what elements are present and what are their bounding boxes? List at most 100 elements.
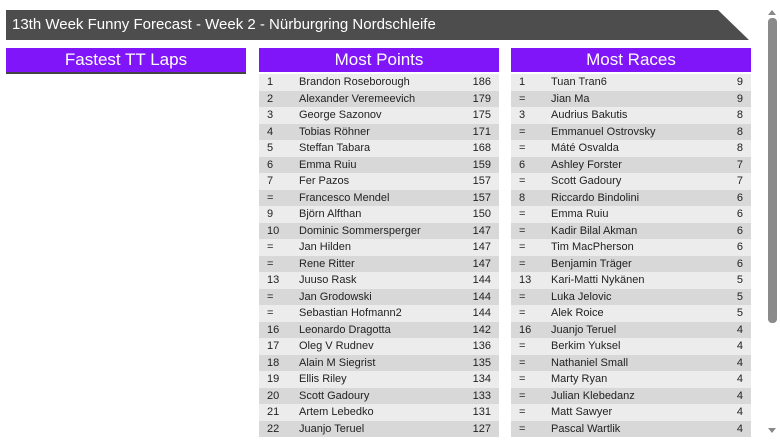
driver-name: Alain M Siegrist (299, 356, 376, 369)
rank: 13 (519, 274, 532, 286)
value: 127 (472, 422, 491, 435)
driver-name: Berkim Yuksel (551, 340, 621, 352)
rank: 20 (267, 389, 280, 402)
value: 186 (472, 76, 491, 88)
value: 9 (736, 92, 743, 105)
table-row: = Matt Sawyer 4 (511, 404, 751, 421)
value: 147 (472, 241, 491, 253)
table-row: = Kadir Bilal Akman 6 (511, 222, 751, 239)
rank: = (519, 175, 526, 187)
rank: 9 (267, 208, 274, 220)
panel-header: Fastest TT Laps (6, 48, 246, 74)
value: 168 (472, 142, 491, 154)
rank: 22 (267, 422, 280, 435)
rank: = (519, 406, 526, 418)
value: 8 (736, 142, 743, 154)
table-row: 6 Ashley Forster 7 (511, 156, 751, 173)
scroll-down-icon[interactable] (768, 428, 776, 433)
value: 4 (736, 422, 743, 435)
value: 147 (472, 224, 491, 237)
table-row: = Julian Klebedanz 4 (511, 387, 751, 404)
table-row: 3 George Sazonov 175 (259, 107, 499, 124)
rank: 7 (267, 175, 274, 187)
table-row: 22 Juanjo Teruel 127 (259, 420, 499, 437)
table-row: 17 Oleg V Rudnev 136 (259, 338, 499, 355)
driver-name: Alexander Veremeevich (299, 92, 416, 105)
driver-name: Kari-Matti Nykänen (551, 274, 645, 286)
table-row: 8 Riccardo Bindolini 6 (511, 189, 751, 206)
driver-name: Scott Gadoury (299, 389, 370, 402)
table-row: = Luka Jelovic 5 (511, 288, 751, 305)
rank: = (519, 373, 526, 385)
rank: 1 (267, 76, 274, 88)
most-races-panel: Most Races 1 Tuan Tran6 9 = Jian Ma 9 3 Audrius… (511, 48, 751, 437)
rank: 1 (519, 76, 526, 88)
value: 7 (736, 158, 743, 171)
driver-name: Steffan Tabara (299, 142, 371, 154)
table-row: 13 Juuso Rask 144 (259, 272, 499, 289)
driver-name: Francesco Mendel (299, 191, 390, 204)
driver-name: Marty Ryan (551, 373, 608, 385)
value: 142 (472, 323, 491, 336)
driver-name: Oleg V Rudnev (299, 340, 374, 352)
driver-name: Artem Lebedko (299, 406, 374, 418)
driver-name: Emma Ruiu (551, 208, 609, 220)
rank: = (519, 422, 526, 435)
driver-name: Tobias Röhner (299, 125, 370, 138)
rank: 6 (519, 158, 526, 171)
driver-name: Brandon Roseborough (299, 76, 410, 88)
driver-name: Leonardo Dragotta (299, 323, 391, 336)
value: 6 (736, 224, 743, 237)
value: 144 (472, 274, 491, 286)
table-row: = Marty Ryan 4 (511, 371, 751, 388)
value: 9 (736, 76, 743, 88)
table-row: 1 Tuan Tran6 9 (511, 74, 751, 91)
rank: = (267, 307, 274, 319)
driver-name: Scott Gadoury (551, 175, 622, 187)
value: 135 (472, 356, 491, 369)
rank: 2 (267, 92, 274, 105)
table-row: 4 Tobias Röhner 171 (259, 123, 499, 140)
value: 5 (736, 307, 743, 319)
value: 136 (472, 340, 491, 352)
driver-name: Ashley Forster (551, 158, 622, 171)
page-title: 13th Week Funny Forecast - Week 2 - Nürb… (6, 10, 749, 40)
table-row: = Máté Osvalda 8 (511, 140, 751, 157)
fastest-tt-laps-panel: Fastest TT Laps (6, 48, 246, 76)
value: 157 (472, 175, 491, 187)
value: 159 (472, 158, 491, 171)
driver-name: Juanjo Teruel (299, 422, 365, 435)
scrollbar[interactable] (765, 10, 779, 441)
table-row: = Rene Ritter 147 (259, 255, 499, 272)
rank: = (267, 191, 274, 204)
table-row: 19 Ellis Riley 134 (259, 371, 499, 388)
driver-name: Tim MacPherson (551, 241, 634, 253)
driver-name: Emma Ruiu (299, 158, 357, 171)
driver-name: Matt Sawyer (551, 406, 613, 418)
value: 6 (736, 208, 743, 220)
driver-name: George Sazonov (299, 109, 382, 121)
value: 6 (736, 257, 743, 270)
scroll-up-icon[interactable] (768, 10, 776, 15)
table-row: = Jian Ma 9 (511, 90, 751, 107)
rank: 13 (267, 274, 280, 286)
value: 5 (736, 274, 743, 286)
rank: = (519, 290, 526, 303)
rank: 3 (267, 109, 274, 121)
rank: 5 (267, 142, 274, 154)
table-row: = Emmanuel Ostrovsky 8 (511, 123, 751, 140)
table-row: 16 Juanjo Teruel 4 (511, 321, 751, 338)
driver-name: Juuso Rask (299, 274, 357, 286)
driver-name: Ellis Riley (299, 373, 347, 385)
driver-name: Björn Alfthan (299, 208, 362, 220)
driver-name: Jan Grodowski (299, 290, 372, 303)
scrollbar-thumb[interactable] (768, 18, 777, 323)
rank: = (519, 389, 526, 402)
value: 157 (472, 191, 491, 204)
rank: 16 (519, 323, 532, 336)
value: 8 (736, 109, 743, 121)
rank: 19 (267, 373, 280, 385)
table-row: = Scott Gadoury 7 (511, 173, 751, 190)
driver-name: Tuan Tran6 (551, 76, 607, 88)
rank: = (519, 224, 526, 237)
